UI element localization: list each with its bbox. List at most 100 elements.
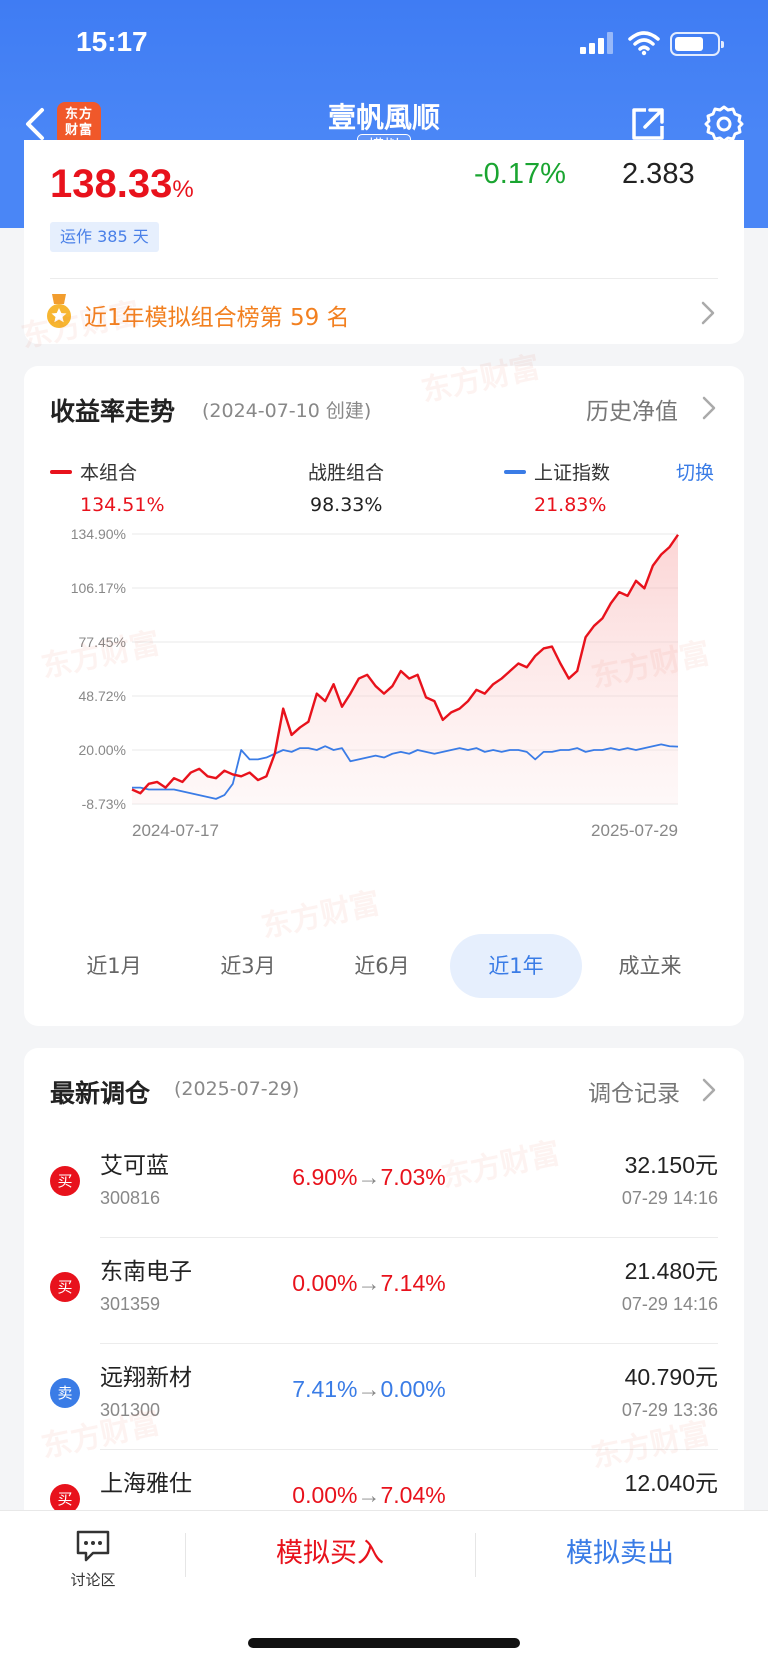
status-time: 15:17 — [76, 26, 148, 57]
position-to: 7.04% — [380, 1482, 446, 1508]
trade-time: 07-29 14:16 — [621, 1188, 718, 1208]
legend-swatch-index — [504, 470, 526, 474]
legend-portfolio: 本组合 — [80, 462, 138, 484]
position-from: 6.90% — [292, 1164, 358, 1190]
divider — [100, 1449, 718, 1450]
range-tab[interactable]: 近1年 — [450, 934, 582, 998]
trade-time: 07-29 14:16 — [621, 1294, 718, 1314]
index-series-line — [132, 743, 679, 800]
history-nav-link[interactable]: 历史净值 — [586, 399, 678, 425]
position-to: 7.03% — [380, 1164, 446, 1190]
trend-title: 收益率走势 — [50, 397, 176, 426]
position-to: 0.00% — [380, 1376, 446, 1402]
y-tick-label: 106.17% — [71, 580, 126, 596]
arrow-right-icon: → — [357, 1270, 381, 1296]
chevron-right-icon — [701, 301, 715, 325]
y-tick-label: -8.73% — [82, 796, 126, 812]
return-trend-card: 收益率走势 (2024-07-10 创建) 历史净值 本组合 134.51% 战… — [24, 366, 744, 1026]
battery-icon — [670, 32, 724, 56]
y-tick-label: 77.45% — [79, 634, 126, 650]
divider — [100, 1343, 718, 1344]
legend-portfolio-value: 134.51% — [80, 494, 165, 516]
chevron-right-icon — [702, 1078, 716, 1102]
trade-price: 12.040元 — [624, 1470, 718, 1496]
stock-code: 300816 — [100, 1188, 161, 1208]
simulated-sell-button[interactable]: 模拟卖出 — [566, 1538, 674, 1569]
summary-card: 138.33% -0.17% 2.383 运作 385 天 近1年模拟组合榜第 … — [24, 140, 744, 344]
bottom-action-bar: 讨论区 模拟买入 模拟卖出 — [0, 1510, 768, 1662]
stock-name: 上海雅仕 — [100, 1471, 192, 1497]
rebalance-card: 最新调仓 (2025-07-29) 调仓记录 买艾可蓝 300816 6.90%→7… — [24, 1048, 744, 1518]
total-return: 138.33% — [50, 162, 194, 206]
range-tab[interactable]: 近6月 — [354, 954, 410, 978]
nav-value: 2.383 — [622, 158, 695, 190]
discussion-label: 讨论区 — [70, 1571, 116, 1589]
position-from: 0.00% — [292, 1482, 358, 1508]
stock-code: 301359 — [100, 1294, 161, 1314]
stock-name: 艾可蓝 — [100, 1153, 169, 1179]
divider — [100, 1237, 718, 1238]
range-tab[interactable]: 近1月 — [86, 954, 142, 978]
legend-beat: 战胜组合 — [308, 462, 385, 484]
share-icon[interactable] — [628, 104, 668, 144]
settings-gear-icon[interactable] — [704, 104, 744, 144]
range-tab[interactable]: 成立来 — [618, 954, 682, 978]
day-change: -0.17% — [474, 158, 566, 190]
trade-price: 21.480元 — [624, 1258, 718, 1284]
legend-index-value: 21.83% — [534, 494, 607, 516]
chat-bubble-icon — [76, 1530, 110, 1562]
legend-swatch-portfolio — [50, 470, 72, 474]
app-logo: 东方 财富 — [57, 102, 101, 146]
trade-row[interactable]: 买艾可蓝 300816 6.90%→7.03% 32.150元 07-29 14:16 — [24, 1132, 744, 1238]
legend-index: 上证指数 — [534, 462, 611, 484]
rank-link[interactable]: 近1年模拟组合榜第 59 名 — [84, 305, 350, 331]
trade-action-badge: 买 — [50, 1484, 80, 1514]
portfolio-series-line — [131, 534, 679, 795]
back-icon[interactable] — [22, 104, 52, 144]
arrow-right-icon: → — [357, 1164, 381, 1190]
trade-row[interactable]: 买上海雅仕 0.00%→7.04% 12.040元 — [24, 1450, 744, 1556]
stock-code: 301300 — [100, 1400, 161, 1420]
trade-row[interactable]: 卖远翔新材 301300 7.41%→0.00% 40.790元 07-29 13:36 — [24, 1344, 744, 1450]
x-tick-label: 2024-07-17 — [132, 821, 219, 840]
legend-beat-value: 98.33% — [310, 494, 383, 516]
position-from: 7.41% — [292, 1376, 358, 1402]
position-change: 6.90%→7.03% — [224, 1164, 514, 1191]
running-days-badge: 运作 385 天 — [50, 222, 159, 252]
arrow-right-icon: → — [357, 1376, 381, 1402]
y-tick-label: 134.90% — [71, 526, 126, 542]
rebalance-date: (2025-07-29) — [174, 1078, 300, 1100]
created-date: (2024-07-10 创建) — [202, 400, 372, 422]
chevron-right-icon — [702, 396, 716, 420]
divider — [475, 1533, 476, 1577]
position-change: 0.00%→7.14% — [224, 1270, 514, 1297]
trade-action-badge: 买 — [50, 1272, 80, 1302]
rebalance-title: 最新调仓 — [50, 1079, 151, 1108]
return-line-chart[interactable]: 134.90% 106.17% 77.45% 48.72% 20.00% -8.73% 20… — [24, 514, 744, 874]
range-tab[interactable]: 近3月 — [220, 954, 276, 978]
trade-price: 40.790元 — [624, 1364, 718, 1390]
position-from: 0.00% — [292, 1270, 358, 1296]
medal-icon — [47, 294, 71, 328]
portfolio-area — [132, 534, 678, 804]
wifi-icon — [628, 31, 660, 56]
divider — [50, 278, 718, 279]
trade-action-badge: 卖 — [50, 1378, 80, 1408]
position-to: 7.14% — [380, 1270, 446, 1296]
signal-icon — [580, 32, 613, 54]
rebalance-history-link[interactable]: 调仓记录 — [588, 1081, 680, 1107]
switch-benchmark-button[interactable]: 切换 — [676, 462, 715, 484]
discussion-button[interactable]: 讨论区 — [58, 1529, 128, 1589]
home-indicator — [248, 1638, 520, 1648]
range-selector: 近1月 近3月 近6月 近1年 成立来 — [48, 934, 720, 998]
simulated-buy-button[interactable]: 模拟买入 — [276, 1538, 384, 1569]
trade-price: 32.150元 — [624, 1152, 718, 1178]
trade-row[interactable]: 买东南电子 301359 0.00%→7.14% 21.480元 07-29 14:16 — [24, 1238, 744, 1344]
status-bar: 15:17 — [0, 0, 768, 86]
portfolio-title: 壹帆風顺 — [327, 101, 440, 134]
trade-action-badge: 买 — [50, 1166, 80, 1196]
x-tick-label: 2025-07-29 — [591, 821, 678, 840]
stock-name: 远翔新材 — [100, 1365, 192, 1391]
trade-time: 07-29 13:36 — [621, 1400, 718, 1420]
position-change: 7.41%→0.00% — [224, 1376, 514, 1403]
